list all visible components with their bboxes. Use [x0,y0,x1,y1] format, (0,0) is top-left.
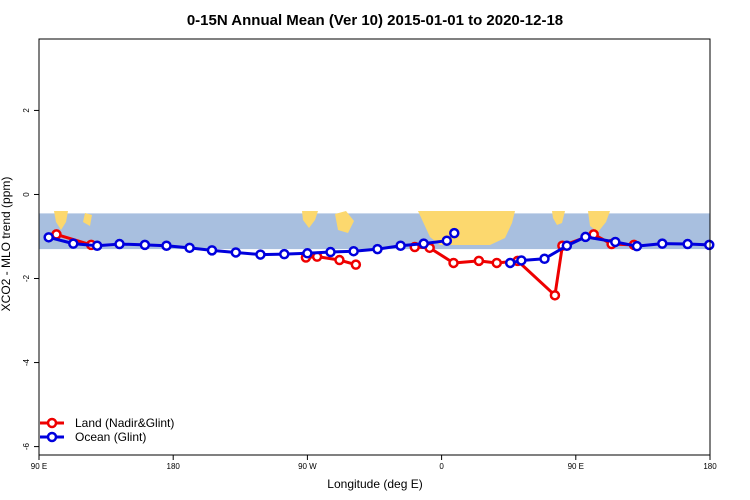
data-point-ocean [561,240,573,251]
data-point-ocean [230,247,242,258]
data-point-ocean [395,240,406,251]
axis-ticks: 90 E 180 90 W 0 90 E 180 2 0 -2 -4 -6 [22,108,717,471]
continent-africa [418,211,515,245]
y-tick-label: -4 [22,358,31,366]
data-point-ocean [279,248,290,260]
data-point-ocean [657,238,668,249]
data-point-ocean [580,231,591,243]
continent-southeast-asia [588,211,610,232]
continents [54,211,610,245]
data-point-ocean [539,253,550,265]
legend-label-ocean: Ocean (Glint) [75,430,146,444]
data-point-ocean [704,239,715,251]
data-point-land [448,257,459,269]
data-point-ocean [610,236,621,248]
legend: Land (Nadir&Glint) Ocean (Glint) [40,416,174,444]
data-point-ocean [161,240,172,251]
x-tick-label: 0 [439,462,444,471]
data-point-ocean [206,245,218,256]
y-tick-label: 2 [22,108,31,113]
plot-frame [38,38,711,456]
x-tick-label: 180 [167,462,181,471]
series-line-land [305,255,357,267]
chart-title: 0-15N Annual Mean (Ver 10) 2015-01-01 to… [187,12,563,29]
continent-india [552,211,565,225]
continent-maritime-asia-island [83,213,92,226]
data-point-land [549,290,561,301]
data-point-ocean [325,246,336,258]
continent-central-america [302,211,318,228]
data-point-ocean [504,257,516,269]
data-point-ocean [449,227,460,239]
data-point-ocean [682,238,693,250]
y-axis-label: XCO2 - MLO trend (ppm) [0,177,13,312]
data-point-ocean [91,240,103,251]
data-point-ocean [372,243,383,255]
data-point-ocean [114,238,125,250]
data-point-ocean [516,255,527,266]
series-line-ocean [509,235,710,265]
continent-maritime-asia-west [54,211,68,230]
data-point-land [334,254,345,266]
legend-marker-land [46,417,58,429]
data-point-land [350,259,362,270]
continent-south-america [335,211,354,233]
data-point-land [473,255,485,267]
x-tick-label: 90 E [31,462,47,471]
data-point-ocean [43,232,54,243]
x-axis-label: Longitude (deg E) [327,477,422,491]
legend-label-land: Land (Nadir&Glint) [75,416,174,430]
data-point-ocean [184,242,195,254]
data-point-ocean [631,240,643,252]
y-tick-label: -2 [22,274,31,282]
y-tick-label: -6 [22,442,31,450]
y-tick-label: 0 [22,192,31,197]
x-tick-label: 180 [703,462,717,471]
legend-marker-ocean [46,431,58,443]
data-point-ocean [348,245,359,257]
x-tick-label: 90 W [298,462,317,471]
x-tick-label: 90 E [568,462,584,471]
data-point-ocean [418,238,429,249]
data-point-land [491,257,503,269]
plot-marks [43,227,715,301]
data-point-ocean [441,235,453,246]
data-point-ocean [68,238,79,249]
data-point-ocean [139,239,151,251]
data-point-ocean [302,248,313,259]
data-point-ocean [255,249,266,260]
